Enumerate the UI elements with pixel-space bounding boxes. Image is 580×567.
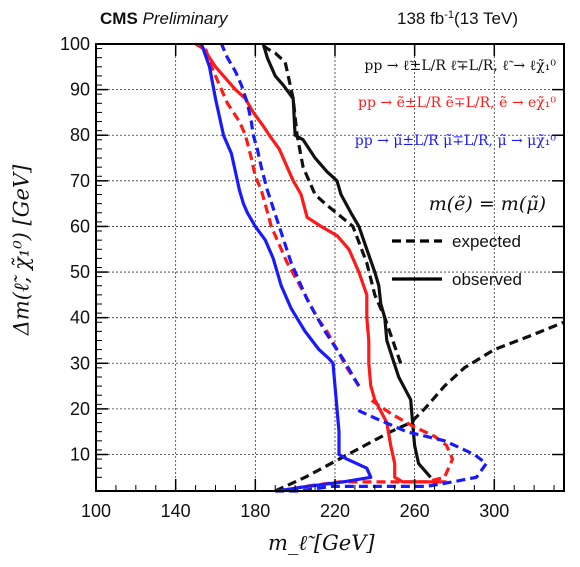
process-label: pp → ℓ̃±L/R ℓ̃∓L/R, ℓ̃ → ℓχ̃₁⁰ <box>364 58 556 74</box>
x-tick-label: 180 <box>240 501 270 521</box>
legend-label: expected <box>452 232 521 251</box>
x-tick-label: 220 <box>320 501 350 521</box>
y-tick-label: 40 <box>70 308 90 328</box>
y-tick-label: 70 <box>70 171 90 191</box>
process-label: pp → μ̃±L/R μ̃∓L/R, μ̃ → μχ̃₁⁰ <box>355 133 557 149</box>
mass-condition-label: m(ẽ) = m(μ̃) <box>429 193 546 215</box>
smuon-expected-curve <box>275 407 488 493</box>
y-tick-label: 100 <box>60 34 90 54</box>
selectron-expected-curve <box>203 48 361 387</box>
y-tick-label: 50 <box>70 262 90 282</box>
x-tick-label: 260 <box>400 501 430 521</box>
y-tick-label: 20 <box>70 399 90 419</box>
y-tick-label: 90 <box>70 80 90 100</box>
y-tick-label: 10 <box>70 445 90 465</box>
slepton-expected-curve <box>274 320 565 493</box>
luminosity-label: 138 fb-1(13 TeV) <box>397 9 518 28</box>
slepton-observed-curve <box>261 43 432 479</box>
y-tick-label: 60 <box>70 216 90 236</box>
smuon-observed-curve <box>199 43 373 493</box>
experiment-label: CMS Preliminary <box>100 9 228 28</box>
x-axis-title: m_ℓ̃ [GeV] <box>268 531 375 555</box>
slepton-expected-curve <box>260 42 403 364</box>
selectron-expected-curve <box>278 398 455 493</box>
y-tick-label: 30 <box>70 353 90 373</box>
x-tick-label: 100 <box>81 501 111 521</box>
selectron-observed-curve <box>194 42 447 484</box>
legend-label: observed <box>452 270 522 289</box>
plot-frame <box>95 43 565 492</box>
x-tick-label: 140 <box>161 501 191 521</box>
x-tick-label: 300 <box>479 501 509 521</box>
process-label: pp → ẽ±L/R ẽ∓L/R, ẽ → eχ̃₁⁰ <box>358 95 556 111</box>
y-tick-label: 80 <box>70 125 90 145</box>
